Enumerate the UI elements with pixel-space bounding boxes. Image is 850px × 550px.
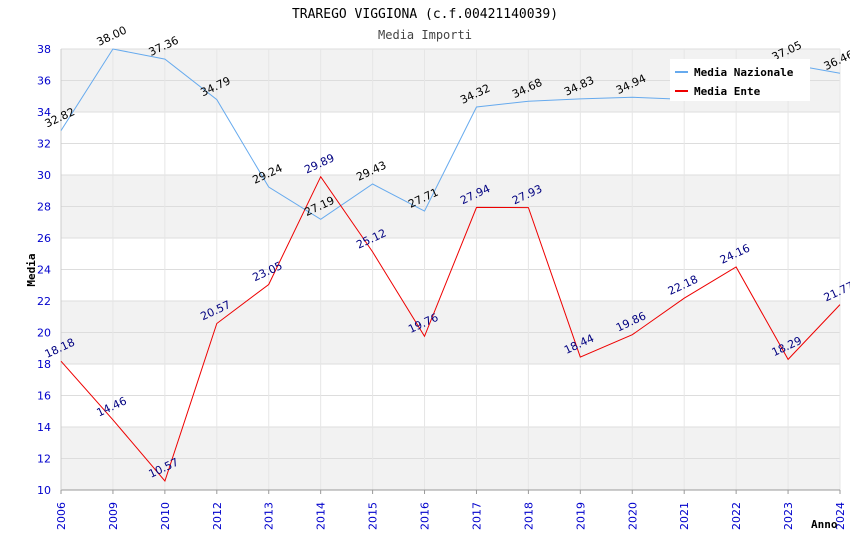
y-tick-label: 36: [37, 75, 51, 88]
grid-bands: [61, 49, 840, 490]
grid-band: [61, 206, 840, 238]
y-tick-label: 24: [37, 264, 51, 277]
x-tick-label: 2024: [834, 502, 847, 530]
axes: [60, 49, 841, 494]
y-tick-label: 30: [37, 169, 51, 182]
series-line-media-ente: [60, 175, 841, 483]
x-tick-label: 2010: [159, 502, 172, 530]
x-tick-label: 2022: [730, 502, 743, 530]
x-tick-label: 2017: [470, 502, 483, 530]
y-tick-label: 14: [37, 421, 51, 434]
x-axis-label: Anno: [811, 518, 838, 531]
chart-subtitle: Media Importi: [378, 28, 472, 42]
x-tick-label: 2021: [678, 502, 691, 530]
legend-box: [670, 59, 810, 101]
x-tick-label: 2014: [315, 502, 328, 530]
grid-band: [61, 427, 840, 459]
y-tick-label: 16: [37, 390, 51, 403]
y-tick-label: 18: [37, 358, 51, 371]
y-tick-label: 20: [37, 327, 51, 340]
x-tick-label: 2016: [419, 502, 432, 530]
gridlines: [60, 48, 841, 491]
x-tick-label: 2012: [211, 502, 224, 530]
x-tick-label: 2013: [263, 502, 276, 530]
y-tick-label: 26: [37, 232, 51, 245]
grid-band: [61, 395, 840, 427]
grid-band: [61, 332, 840, 364]
x-tick-labels: 2006 2009 2010 2012 2013 2014 2015 2016 2017 2018…: [55, 502, 847, 530]
y-tick-label: 22: [37, 295, 51, 308]
legend-label: Media Ente: [694, 85, 761, 98]
y-tick-label: 34: [37, 106, 51, 119]
x-tick-label: 2019: [574, 502, 587, 530]
grid-band: [61, 364, 840, 396]
y-tick-label: 12: [37, 453, 51, 466]
y-tick-label: 38: [37, 43, 51, 56]
y-tick-labels: 10 12 14 16 18 20 22 24 26 28 30 32 34 36 38: [37, 43, 51, 497]
y-tick-label: 10: [37, 484, 51, 497]
chart-title: TRAREGO VIGGIONA (c.f.00421140039): [292, 7, 558, 22]
x-tick-label: 2009: [107, 502, 120, 530]
y-axis-label: Media: [25, 253, 38, 286]
legend-label: Media Nazionale: [694, 66, 794, 79]
data-label: 38.00: [95, 24, 129, 49]
x-tick-label: 2018: [522, 502, 535, 530]
y-tick-label: 28: [37, 201, 51, 214]
x-tick-label: 2006: [55, 502, 68, 530]
x-tick-label: 2015: [367, 502, 380, 530]
grid-band: [61, 175, 840, 207]
grid-band: [61, 458, 840, 490]
grid-band: [61, 112, 840, 144]
legend: Media Nazionale Media Ente: [670, 59, 810, 101]
grid-band: [61, 301, 840, 333]
grid-band: [61, 269, 840, 301]
grid-band: [61, 238, 840, 270]
x-tick-label: 2023: [782, 502, 795, 530]
y-tick-label: 32: [37, 138, 51, 151]
x-tick-label: 2020: [626, 502, 639, 530]
